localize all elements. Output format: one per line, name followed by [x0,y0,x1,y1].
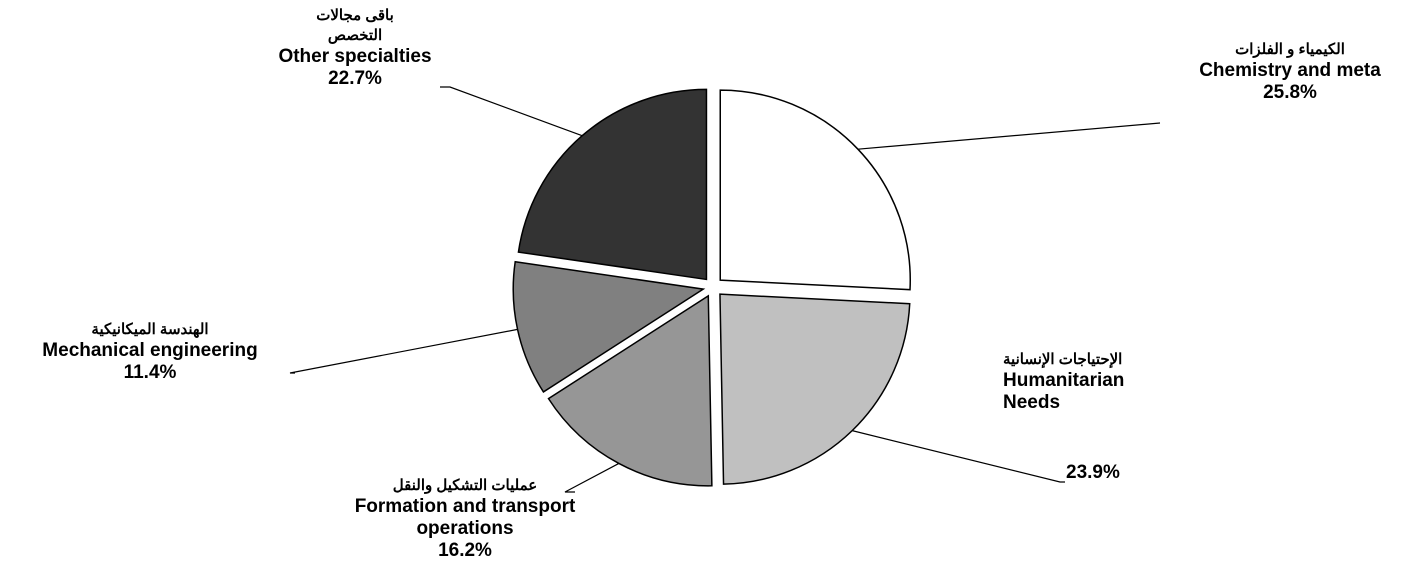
data-label: 23.9% [1066,462,1120,483]
data-label: 25.8% [1263,82,1317,103]
slice-label: الكيمياء و الفلزات Chemistry and meta 25.8… [1165,40,1414,104]
leader-line [857,122,1161,150]
label-arabic: الإحتياجات الإنسانية [1003,351,1123,368]
label-arabic: باقى مجالات التخصص [316,7,394,44]
label-english: Mechanical engineering [42,340,258,361]
pie-slice [547,294,713,487]
slice-label: الإحتياجات الإنسانية Humanitarian Needs [1003,350,1178,414]
label-english: Chemistry and meta [1199,60,1381,81]
label-english: Formation and transport operations [354,496,576,539]
pie-slice [517,88,708,281]
leader-line [852,430,1065,483]
data-label: 11.4% [123,362,177,383]
slice-label: الهندسة الميكانيكية Mechanical engineerin… [0,320,300,384]
pie-slice [719,293,911,485]
slice-label: باقى مجالات التخصص Other specialties 22.7% [240,6,470,90]
label-english: Other specialties [278,46,432,67]
data-label: 16.2% [438,540,492,561]
label-english: Humanitarian Needs [1003,370,1125,413]
slice-label: عمليات التشكيل والنقل Formation and trans… [350,476,580,562]
label-arabic: الكيمياء و الفلزات [1235,41,1345,58]
pie-slice [512,260,706,393]
label-arabic: عمليات التشكيل والنقل [392,477,538,494]
label-arabic: الهندسة الميكانيكية [91,321,209,338]
leader-line [440,86,583,137]
leader-line [564,462,620,493]
data-label: 22.7% [328,68,382,89]
leader-line [289,328,518,374]
pie-slice [719,89,911,291]
